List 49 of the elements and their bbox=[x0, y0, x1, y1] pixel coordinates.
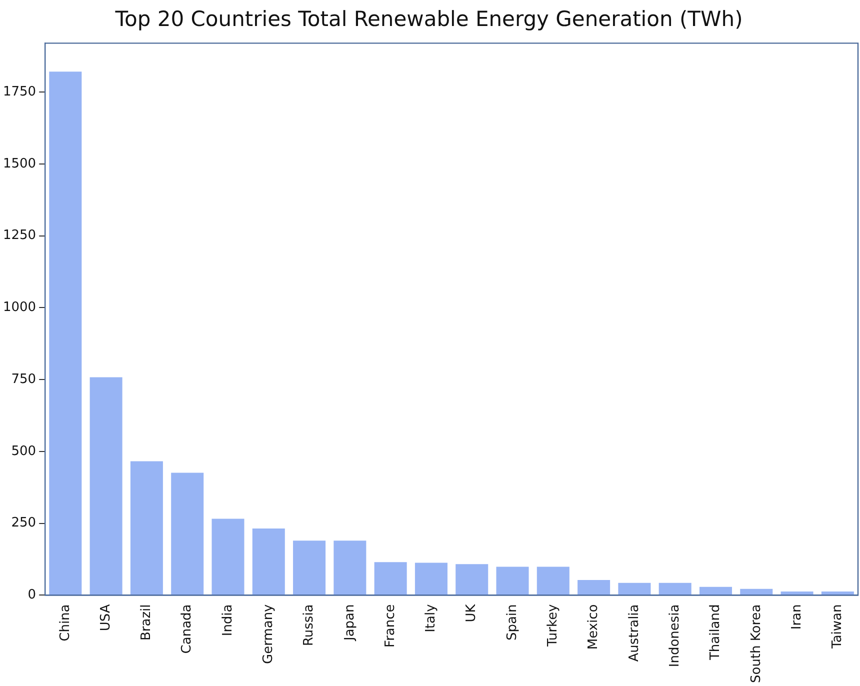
bar bbox=[171, 472, 204, 595]
y-tick-label: 250 bbox=[11, 516, 36, 531]
x-tick-label: Russia bbox=[302, 604, 317, 646]
x-tick-label: South Korea bbox=[748, 604, 764, 684]
x-tick-label: Australia bbox=[626, 604, 642, 662]
x-tick-label: Italy bbox=[424, 604, 439, 632]
y-tick-label: 1500 bbox=[2, 156, 36, 172]
bar bbox=[456, 564, 488, 595]
x-tick-label: China bbox=[58, 604, 73, 642]
x-tick-label: India bbox=[220, 604, 236, 636]
x-tick-label: Canada bbox=[180, 604, 195, 654]
x-tick-label: France bbox=[382, 604, 398, 648]
x-tick-label: Brazil bbox=[139, 604, 154, 641]
y-tick-label: 1250 bbox=[2, 228, 36, 244]
bar bbox=[374, 562, 407, 595]
x-tick-label: Iran bbox=[789, 604, 804, 630]
y-tick-label: 1000 bbox=[2, 300, 36, 316]
bar bbox=[780, 591, 814, 595]
bar bbox=[49, 72, 82, 595]
bar bbox=[293, 540, 326, 595]
x-tick-label: Taiwan bbox=[830, 604, 846, 650]
bar bbox=[252, 528, 285, 595]
bar bbox=[618, 582, 651, 595]
bar bbox=[578, 580, 610, 595]
bar bbox=[130, 461, 163, 595]
x-tick-label: USA bbox=[98, 604, 114, 632]
x-tick-label: UK bbox=[464, 604, 480, 622]
bar bbox=[536, 566, 570, 595]
bar bbox=[821, 591, 854, 595]
bar bbox=[212, 518, 244, 595]
y-tick-label: 0 bbox=[28, 588, 36, 603]
bar bbox=[334, 540, 366, 595]
x-tick-label: Indonesia bbox=[667, 604, 682, 668]
x-tick-label: Japan bbox=[342, 604, 358, 642]
y-tick-label: 1750 bbox=[2, 84, 36, 100]
x-tick-label: Spain bbox=[504, 604, 520, 641]
bar bbox=[699, 586, 732, 595]
bar bbox=[414, 562, 448, 595]
x-tick-label: Germany bbox=[261, 604, 276, 664]
x-tick-label: Turkey bbox=[546, 604, 561, 648]
bar bbox=[658, 582, 692, 595]
bar bbox=[740, 588, 773, 595]
y-tick-label: 750 bbox=[11, 372, 36, 387]
x-tick-label: Mexico bbox=[586, 604, 602, 650]
x-tick-label: Thailand bbox=[708, 604, 724, 662]
y-tick-label: 500 bbox=[11, 444, 36, 459]
bar bbox=[90, 377, 122, 595]
chart-title: Top 20 Countries Total Renewable Energy Generation (TWh) bbox=[114, 7, 743, 32]
bar bbox=[496, 566, 529, 595]
